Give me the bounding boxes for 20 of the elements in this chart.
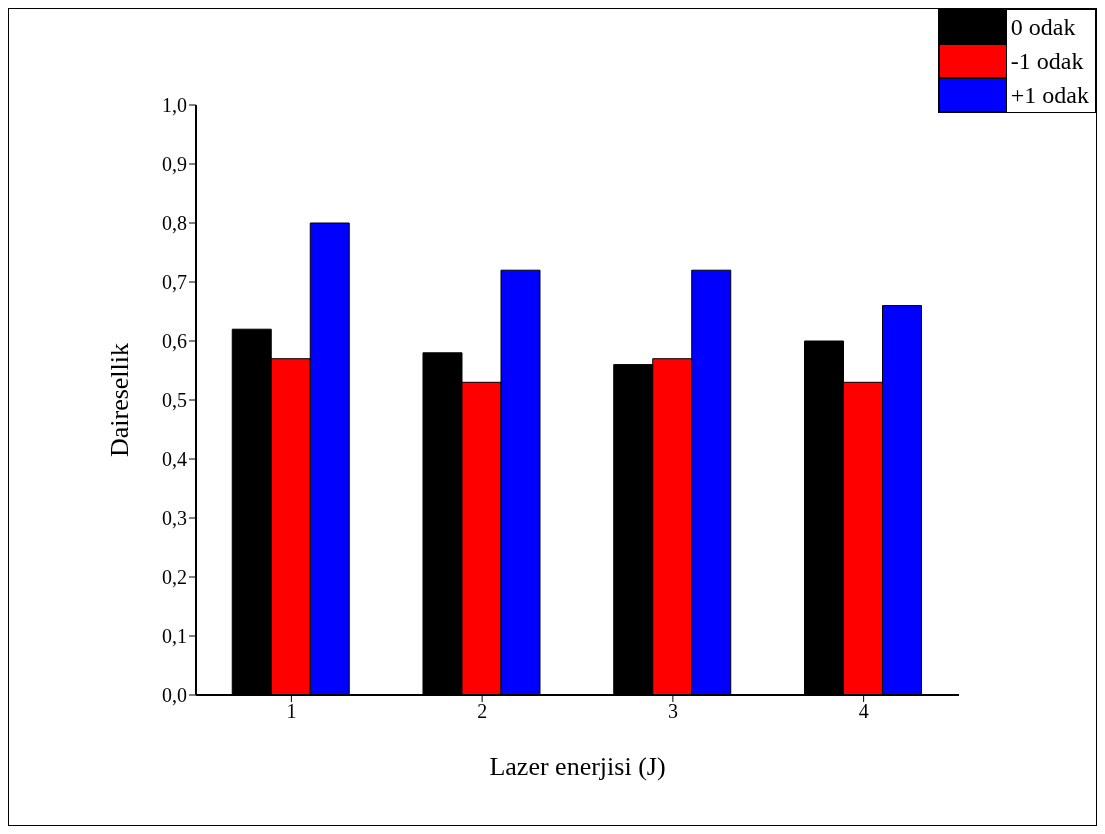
y-tick-label: 0,1: [162, 625, 187, 648]
x-tick-label: 1: [286, 700, 297, 723]
y-tick-label: 0,9: [162, 153, 187, 176]
y-axis-title: Dairesellik: [105, 342, 135, 458]
y-tick-label: 1,0: [162, 94, 187, 117]
x-tick-label: 2: [477, 700, 488, 723]
legend-label: +1 odak: [1010, 81, 1090, 109]
y-tick-label: 0,8: [162, 212, 187, 235]
x-tick-label: 4: [858, 700, 869, 723]
y-tick-label: 0,7: [162, 271, 187, 294]
legend-label: 0 odak: [1010, 13, 1077, 41]
legend-label: -1 odak: [1010, 47, 1085, 75]
y-tick-label: 0,5: [162, 389, 187, 412]
y-tick-label: 0,0: [162, 684, 187, 707]
y-tick-label: 0,6: [162, 330, 187, 353]
y-tick-label: 0,2: [162, 566, 187, 589]
x-axis-title: Lazer enerjisi (J): [489, 752, 666, 781]
y-tick-label: 0,4: [162, 448, 187, 471]
y-tick-label: 0,3: [162, 507, 187, 530]
x-tick-label: 3: [667, 700, 678, 723]
